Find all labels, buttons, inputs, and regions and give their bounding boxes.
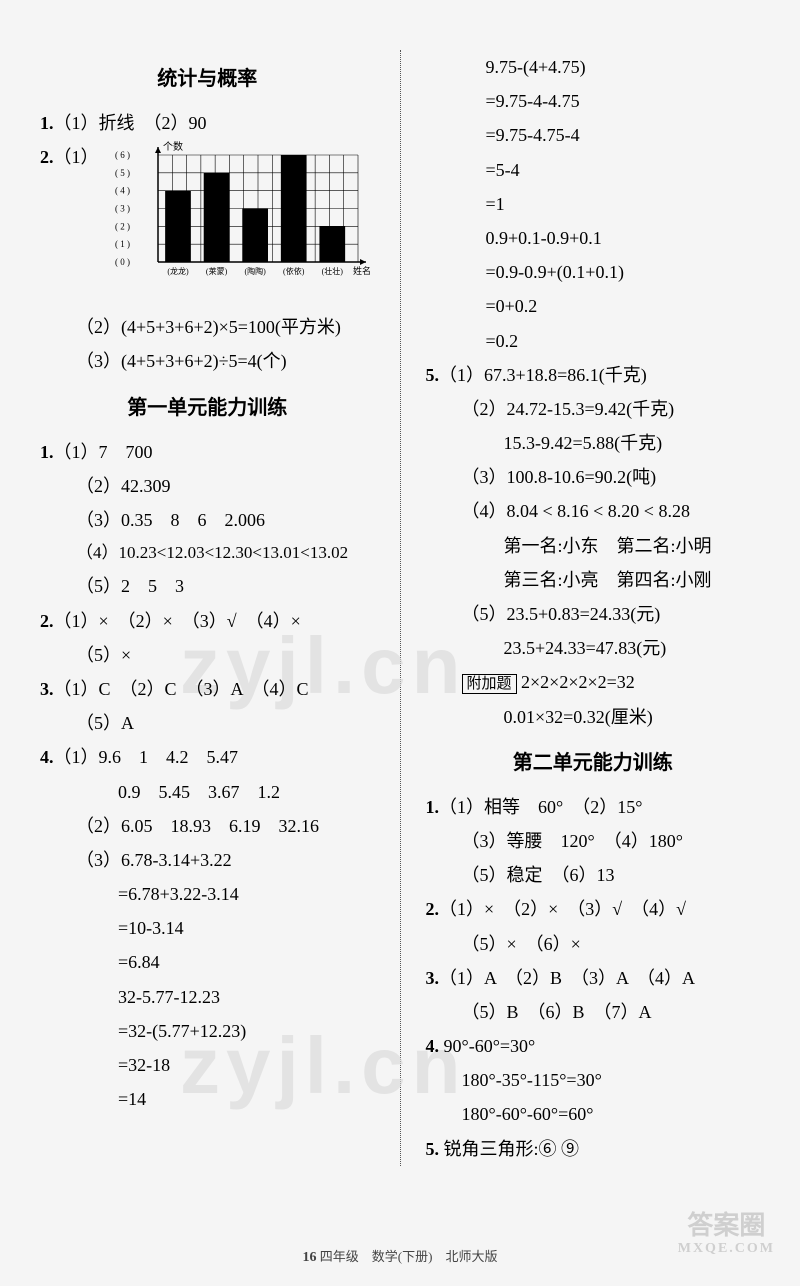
text-line: 180°-35°-115°=30° — [426, 1063, 761, 1097]
text-line: 0.9+0.1-0.9+0.1 — [426, 221, 761, 255]
text-line: （3）0.35 8 6 2.006 — [40, 503, 375, 537]
text-line: 23.5+24.33=47.83(元) — [426, 631, 761, 665]
section-title-1: 统计与概率 — [40, 60, 375, 98]
text-line: 第一名:小东 第二名:小明 — [426, 529, 761, 563]
text-line: =0+0.2 — [426, 289, 761, 323]
text-line: 第三名:小亮 第四名:小刚 — [426, 563, 761, 597]
text-line: （2）24.72-15.3=9.42(千克) — [426, 392, 761, 426]
text-line: （2）(4+5+3+6+2)×5=100(平方米) — [40, 310, 375, 344]
text-line: 32-5.77-12.23 — [40, 980, 375, 1014]
left-column: 统计与概率 1.1.（1）折线 （2）90（1）折线 （2）90 2.（1） 个… — [40, 50, 375, 1166]
text-line: 9.75-(4+4.75) — [426, 50, 761, 84]
corner-stamp: 答案圈 MXQE.COM — [678, 1212, 775, 1256]
svg-text:姓名: 姓名 — [353, 265, 371, 276]
column-divider — [400, 50, 401, 1166]
text-line: =14 — [40, 1082, 375, 1116]
svg-text:个数: 个数 — [163, 140, 183, 153]
text-line: （5）2 5 3 — [40, 569, 375, 603]
text-line: 0.01×32=0.32(厘米) — [426, 700, 761, 734]
bar-chart: 个数 ( 0 ) ( 1 ) ( 2 ) ( 3 ) ( 4 ) ( 5 ) ( 6 ) (龙龙… — [103, 140, 373, 310]
svg-text:( 5 ): ( 5 ) — [115, 168, 130, 178]
text-line: （5）稳定 （6）13 — [426, 858, 761, 892]
text-line: 1.（1）相等 60° （2）15° — [426, 790, 761, 824]
svg-text:(依依): (依依) — [283, 266, 305, 276]
text-line: =0.2 — [426, 324, 761, 358]
text-line: 附加题 2×2×2×2×2=32 — [426, 665, 761, 699]
text-line: 3.（1）C （2）C （3）A （4）C — [40, 672, 375, 706]
svg-text:( 0 ): ( 0 ) — [115, 257, 130, 267]
text-line: 2.（1） 个数( 0 )( 1 )( 2 )( 3 )( 4 )( 5 )( … — [40, 140, 375, 310]
svg-text:(龙龙): (龙龙) — [167, 266, 189, 276]
text-line: （2）42.309 — [40, 469, 375, 503]
text-line: 5. 锐角三角形:⑥ ⑨ — [426, 1132, 761, 1166]
text-line: （4）8.04 < 8.16 < 8.20 < 8.28 — [426, 494, 761, 528]
bonus-label: 附加题 — [462, 674, 517, 694]
svg-text:( 1 ): ( 1 ) — [115, 239, 130, 249]
text-line: 2.（1）× （2）× （3）√ （4）× — [40, 604, 375, 638]
text-line: （2）6.05 18.93 6.19 32.16 — [40, 809, 375, 843]
svg-text:( 4 ): ( 4 ) — [115, 186, 130, 196]
text-line: =1 — [426, 187, 761, 221]
text-line: =32-18 — [40, 1048, 375, 1082]
page-content: 统计与概率 1.1.（1）折线 （2）90（1）折线 （2）90 2.（1） 个… — [40, 50, 760, 1166]
text-line: 5.（1）67.3+18.8=86.1(千克) — [426, 358, 761, 392]
text-line: 4.（1）9.6 1 4.2 5.47 — [40, 740, 375, 774]
text-line: =0.9-0.9+(0.1+0.1) — [426, 255, 761, 289]
text-line: 180°-60°-60°=60° — [426, 1097, 761, 1131]
footer-text: 四年级 数学(下册) 北师大版 — [320, 1249, 498, 1264]
text-line: =32-(5.77+12.23) — [40, 1014, 375, 1048]
text-line: （3）(4+5+3+6+2)÷5=4(个) — [40, 344, 375, 378]
text-line: 0.9 5.45 3.67 1.2 — [40, 775, 375, 809]
text-line: （5）× — [40, 638, 375, 672]
text-line: （4）10.23<12.03<12.30<13.01<13.02 — [40, 537, 375, 569]
text-line: （5）23.5+0.83=24.33(元) — [426, 597, 761, 631]
right-column: 9.75-(4+4.75) =9.75-4-4.75 =9.75-4.75-4 … — [426, 50, 761, 1166]
svg-text:(莱蒙): (莱蒙) — [206, 266, 228, 276]
stamp-sub: MXQE.COM — [678, 1241, 775, 1256]
svg-text:( 2 ): ( 2 ) — [115, 222, 130, 232]
text-line: 4. 90°-60°=30° — [426, 1029, 761, 1063]
svg-text:( 3 ): ( 3 ) — [115, 204, 130, 214]
page-number: 16 — [303, 1250, 317, 1265]
text-line: =9.75-4.75-4 — [426, 118, 761, 152]
text: 2×2×2×2×2=32 — [521, 672, 635, 692]
section-title-3: 第二单元能力训练 — [426, 744, 761, 782]
text-line: （5）B （6）B （7）A — [426, 995, 761, 1029]
text-line: =6.84 — [40, 945, 375, 979]
text-line: （5）A — [40, 706, 375, 740]
text-line: （5）× （6）× — [426, 927, 761, 961]
text-line: 1.（1）7 700 — [40, 435, 375, 469]
text-line: （3）100.8-10.6=90.2(吨) — [426, 460, 761, 494]
section-title-2: 第一单元能力训练 — [40, 389, 375, 427]
text-line: （3）6.78-3.14+3.22 — [40, 843, 375, 877]
text-line: =9.75-4-4.75 — [426, 84, 761, 118]
stamp-main: 答案圈 — [678, 1212, 775, 1241]
text-line: 1.1.（1）折线 （2）90（1）折线 （2）90 — [40, 106, 375, 140]
text-line: 15.3-9.42=5.88(千克) — [426, 426, 761, 460]
svg-text:( 6 ): ( 6 ) — [115, 150, 130, 160]
text-line: =5-4 — [426, 153, 761, 187]
text-line: =6.78+3.22-3.14 — [40, 877, 375, 911]
text-line: =10-3.14 — [40, 911, 375, 945]
text-line: 3.（1）A （2）B （3）A （4）A — [426, 961, 761, 995]
svg-text:(壮壮): (壮壮) — [322, 266, 344, 276]
text-line: 2.（1）× （2）× （3）√ （4）√ — [426, 892, 761, 926]
text-line: （3）等腰 120° （4）180° — [426, 824, 761, 858]
svg-text:(陶陶): (陶陶) — [244, 266, 266, 276]
